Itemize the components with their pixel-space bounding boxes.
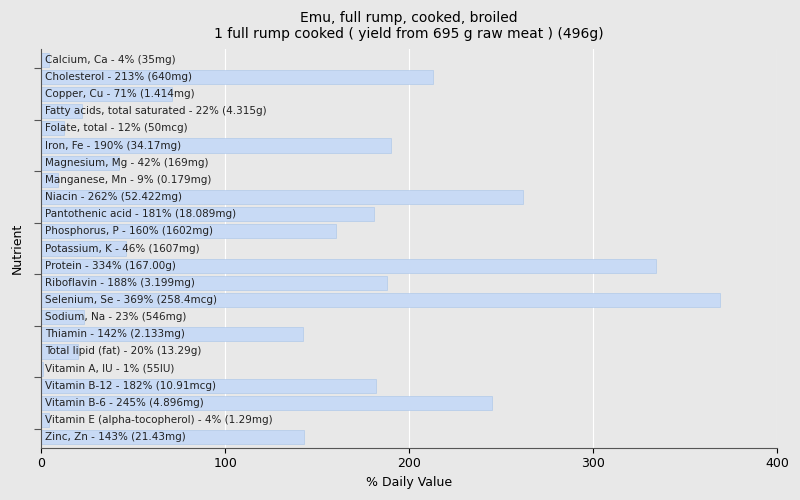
Bar — [42, 156, 118, 170]
Text: Manganese, Mn - 9% (0.179mg): Manganese, Mn - 9% (0.179mg) — [45, 175, 211, 185]
Bar — [42, 87, 172, 101]
Text: Total lipid (fat) - 20% (13.29g): Total lipid (fat) - 20% (13.29g) — [45, 346, 202, 356]
Bar — [42, 224, 336, 238]
Bar — [42, 362, 43, 376]
Bar — [42, 122, 63, 136]
Bar — [42, 104, 82, 118]
Bar — [42, 413, 49, 427]
Y-axis label: Nutrient: Nutrient — [11, 223, 24, 274]
Text: Copper, Cu - 71% (1.414mg): Copper, Cu - 71% (1.414mg) — [45, 89, 194, 99]
Bar — [42, 138, 391, 152]
Text: Selenium, Se - 369% (258.4mcg): Selenium, Se - 369% (258.4mcg) — [45, 295, 217, 305]
Text: Fatty acids, total saturated - 22% (4.315g): Fatty acids, total saturated - 22% (4.31… — [45, 106, 266, 116]
Bar — [42, 276, 387, 290]
Text: Cholesterol - 213% (640mg): Cholesterol - 213% (640mg) — [45, 72, 192, 82]
Bar — [42, 70, 433, 84]
Text: Phosphorus, P - 160% (1602mg): Phosphorus, P - 160% (1602mg) — [45, 226, 213, 236]
Text: Riboflavin - 188% (3.199mg): Riboflavin - 188% (3.199mg) — [45, 278, 195, 288]
Text: Niacin - 262% (52.422mg): Niacin - 262% (52.422mg) — [45, 192, 182, 202]
Bar — [42, 344, 78, 358]
Text: Iron, Fe - 190% (34.17mg): Iron, Fe - 190% (34.17mg) — [45, 140, 182, 150]
Text: Folate, total - 12% (50mcg): Folate, total - 12% (50mcg) — [45, 124, 188, 134]
Bar — [42, 379, 376, 393]
Bar — [42, 258, 655, 272]
Text: Vitamin B-12 - 182% (10.91mcg): Vitamin B-12 - 182% (10.91mcg) — [45, 381, 216, 391]
Text: Calcium, Ca - 4% (35mg): Calcium, Ca - 4% (35mg) — [45, 54, 176, 64]
Bar — [42, 310, 84, 324]
Bar — [42, 190, 523, 204]
Title: Emu, full rump, cooked, broiled
1 full rump cooked ( yield from 695 g raw meat ): Emu, full rump, cooked, broiled 1 full r… — [214, 11, 604, 42]
Text: Vitamin E (alpha-tocopherol) - 4% (1.29mg): Vitamin E (alpha-tocopherol) - 4% (1.29m… — [45, 415, 273, 425]
Text: Sodium, Na - 23% (546mg): Sodium, Na - 23% (546mg) — [45, 312, 186, 322]
Text: Zinc, Zn - 143% (21.43mg): Zinc, Zn - 143% (21.43mg) — [45, 432, 186, 442]
Text: Vitamin B-6 - 245% (4.896mg): Vitamin B-6 - 245% (4.896mg) — [45, 398, 204, 408]
Bar — [42, 396, 492, 410]
Text: Vitamin A, IU - 1% (55IU): Vitamin A, IU - 1% (55IU) — [45, 364, 174, 374]
X-axis label: % Daily Value: % Daily Value — [366, 476, 452, 489]
Bar — [42, 242, 126, 256]
Bar — [42, 52, 49, 67]
Text: Protein - 334% (167.00g): Protein - 334% (167.00g) — [45, 260, 176, 270]
Text: Thiamin - 142% (2.133mg): Thiamin - 142% (2.133mg) — [45, 330, 185, 340]
Text: Magnesium, Mg - 42% (169mg): Magnesium, Mg - 42% (169mg) — [45, 158, 209, 168]
Bar — [42, 293, 720, 307]
Bar — [42, 430, 305, 444]
Text: Pantothenic acid - 181% (18.089mg): Pantothenic acid - 181% (18.089mg) — [45, 209, 236, 219]
Bar — [42, 328, 302, 342]
Bar — [42, 207, 374, 221]
Bar — [42, 173, 58, 187]
Text: Potassium, K - 46% (1607mg): Potassium, K - 46% (1607mg) — [45, 244, 200, 254]
